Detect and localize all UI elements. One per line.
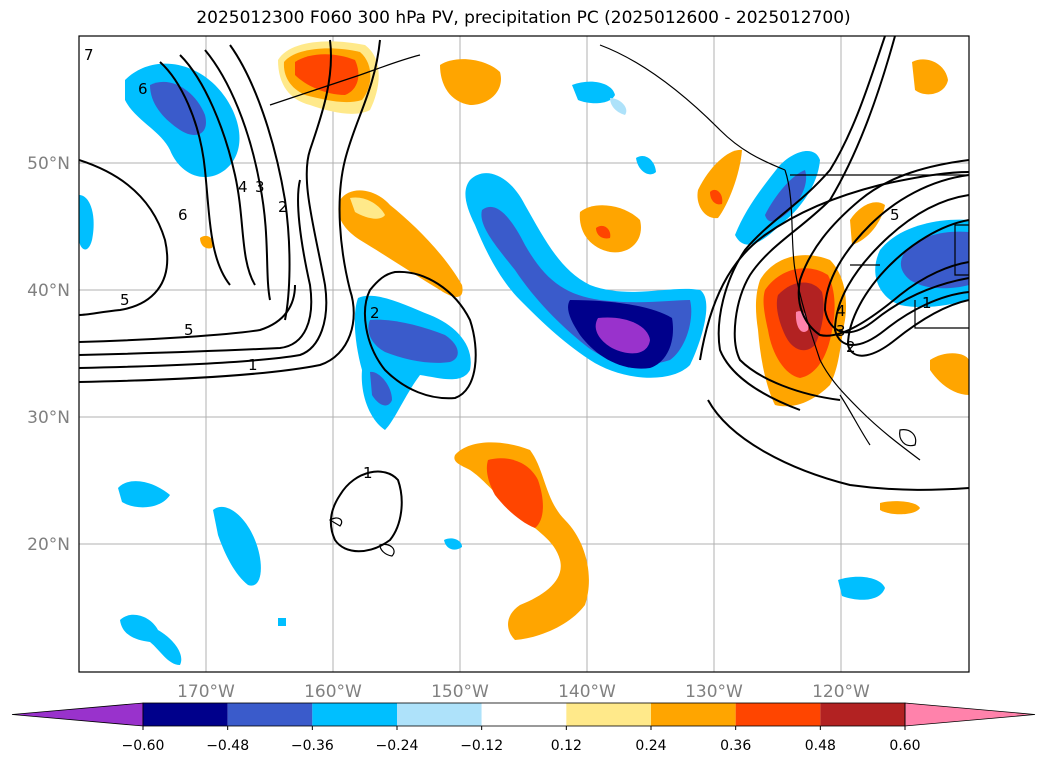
- colorbar-tick-label: 0.48: [805, 738, 836, 754]
- colorbar-tick-label: 0.60: [889, 738, 920, 754]
- map-border: [78, 35, 970, 673]
- map-title: 2025012300 F060 300 hPa PV, precipitatio…: [196, 8, 851, 28]
- colorbar-segment: [227, 703, 313, 726]
- colorbar-tick-label: 0.24: [635, 738, 666, 754]
- colorbar-tick-label: −0.36: [291, 738, 334, 754]
- map-plot-area: [79, 36, 969, 672]
- contour-label: 1: [922, 294, 932, 312]
- colorbar-extend-high: [904, 702, 1036, 727]
- lon-label: 120°W: [812, 682, 870, 702]
- lon-label: 140°W: [558, 682, 616, 702]
- lat-label: 30°N: [27, 408, 70, 428]
- contour-label: 4: [836, 302, 846, 320]
- contour-label: 6: [138, 80, 148, 98]
- colorbar-segment: [397, 703, 482, 726]
- lon-label: 150°W: [431, 682, 489, 702]
- contour-label: 5: [890, 206, 900, 224]
- colorbar-tick-label: −0.60: [122, 738, 165, 754]
- contour-label: 2: [846, 338, 856, 356]
- colorbar-segment: [312, 703, 397, 726]
- colorbar-segment: [481, 703, 567, 726]
- contour-label: 1: [363, 464, 373, 482]
- contour-label: 5: [120, 291, 130, 309]
- pv-contours: [79, 36, 969, 553]
- contour-label: 4: [238, 178, 248, 196]
- lat-axis-labels: 50°N 40°N 30°N 20°N: [27, 154, 70, 555]
- colorbar-tick-label: 0.12: [551, 738, 582, 754]
- lat-label: 50°N: [27, 154, 70, 174]
- colorbar-extend-low: [11, 702, 144, 727]
- contour-label: 3: [255, 178, 265, 196]
- colorbar-tick-label: −0.12: [460, 738, 503, 754]
- contour-label: 2: [278, 198, 288, 216]
- coastlines: [269, 44, 969, 557]
- colorbar-segment: [566, 703, 651, 726]
- lon-label: 170°W: [177, 682, 235, 702]
- contour-labels: 7 6 6 4 3 2 5 5 1 2 1 5 4 3 2 1: [84, 46, 932, 482]
- lon-label: 160°W: [304, 682, 362, 702]
- precip-positive-regions: [200, 41, 969, 640]
- contour-label: 6: [178, 206, 188, 224]
- precip-negative-regions: [79, 63, 969, 665]
- lon-axis-labels: 170°W 160°W 150°W 140°W 130°W 120°W: [177, 682, 870, 702]
- colorbar-segment: [820, 703, 905, 726]
- lat-label: 20°N: [27, 535, 70, 555]
- colorbar: −0.60 −0.48 −0.36 −0.24 −0.12 0.12 0.24 0.36 0.4…: [11, 702, 1036, 754]
- contour-label: 3: [836, 322, 846, 340]
- precip-blob-lower: [454, 442, 589, 640]
- colorbar-segment: [735, 703, 821, 726]
- lon-label: 130°W: [685, 682, 743, 702]
- contour-label: 7: [84, 46, 94, 64]
- colorbar-tick-label: −0.48: [206, 738, 249, 754]
- colorbar-segment: [143, 703, 228, 726]
- colorbar-tick-label: −0.24: [376, 738, 419, 754]
- contour-label: 1: [248, 356, 258, 374]
- colorbar-tick-label: 0.36: [720, 738, 751, 754]
- contour-label: 5: [184, 321, 194, 339]
- lat-label: 40°N: [27, 281, 70, 301]
- colorbar-segment: [651, 703, 736, 726]
- contour-label: 2: [370, 304, 380, 322]
